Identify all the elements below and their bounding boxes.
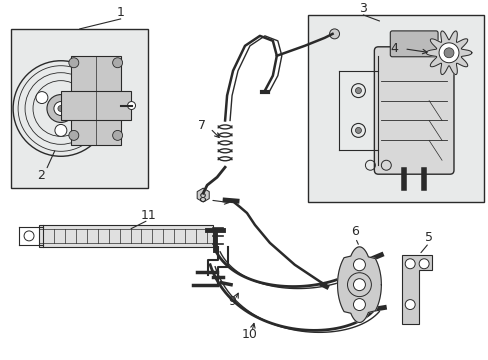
FancyBboxPatch shape — [389, 31, 437, 57]
Circle shape — [58, 105, 64, 112]
Polygon shape — [402, 255, 431, 324]
Bar — [307, 15, 483, 202]
Circle shape — [353, 259, 365, 271]
Circle shape — [418, 259, 428, 269]
Circle shape — [55, 125, 67, 136]
Circle shape — [47, 95, 75, 122]
Text: 11: 11 — [141, 208, 156, 221]
Text: 7: 7 — [198, 119, 206, 132]
Text: 1: 1 — [117, 6, 124, 19]
Bar — [71, 56, 121, 145]
Text: 5: 5 — [424, 231, 432, 244]
Circle shape — [353, 298, 365, 311]
Bar — [11, 29, 148, 188]
Circle shape — [54, 102, 68, 116]
Bar — [61, 91, 130, 121]
Circle shape — [69, 130, 79, 140]
Circle shape — [353, 279, 365, 291]
FancyBboxPatch shape — [374, 47, 453, 174]
Text: 2: 2 — [37, 169, 45, 182]
Circle shape — [112, 58, 122, 68]
Circle shape — [405, 300, 414, 310]
Circle shape — [405, 259, 414, 269]
Polygon shape — [337, 247, 381, 323]
Circle shape — [127, 102, 135, 109]
Circle shape — [112, 130, 122, 140]
Circle shape — [438, 43, 458, 63]
Text: 10: 10 — [242, 328, 257, 341]
Circle shape — [355, 87, 361, 94]
Text: 9: 9 — [228, 295, 236, 308]
Circle shape — [329, 29, 339, 39]
Circle shape — [36, 91, 48, 104]
Text: 3: 3 — [359, 3, 366, 15]
Circle shape — [443, 48, 453, 58]
Circle shape — [69, 58, 79, 68]
Text: 8: 8 — [198, 192, 206, 204]
Polygon shape — [426, 31, 471, 75]
Text: 6: 6 — [351, 225, 359, 238]
Bar — [39, 225, 213, 247]
Text: 4: 4 — [389, 42, 397, 55]
Circle shape — [74, 91, 85, 104]
Circle shape — [355, 127, 361, 134]
